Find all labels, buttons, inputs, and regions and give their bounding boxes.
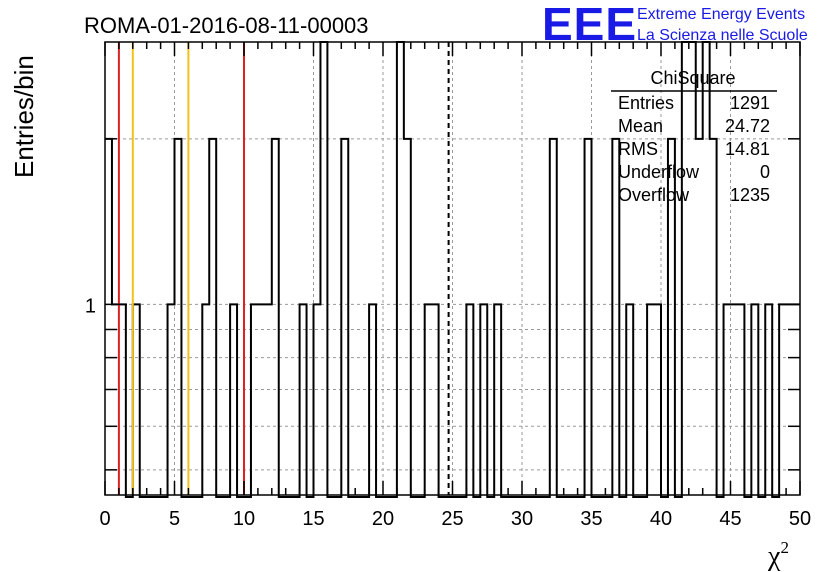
- histogram-bin: [230, 304, 237, 495]
- x-tick-label: 25: [441, 508, 463, 530]
- y-axis-label: Entries/bin: [9, 55, 39, 178]
- stats-box: ChiSquare Entries 1291 Mean 24.72 RMS 14.81 Un…: [611, 68, 777, 205]
- stats-label: Overflow: [618, 185, 690, 205]
- histogram-bin: [779, 304, 786, 495]
- stats-value: 14.81: [725, 139, 770, 159]
- histogram-bin: [710, 139, 717, 495]
- x-tick-labels: 0 5 10 15 20 25 30 35 40 45 50: [99, 508, 811, 530]
- stats-label: Mean: [618, 116, 663, 136]
- x-tick-label: 35: [580, 508, 602, 530]
- histogram-bin: [397, 42, 404, 495]
- histogram-bin: [494, 304, 501, 495]
- x-tick-label: 20: [372, 508, 394, 530]
- histogram-bin: [466, 304, 473, 495]
- histogram-bin: [209, 139, 216, 495]
- histogram-bin: [682, 42, 689, 495]
- histogram-bin: [105, 139, 112, 495]
- histogram-bin: [737, 304, 744, 495]
- stats-value: 24.72: [725, 116, 770, 136]
- histogram-bin: [432, 304, 439, 495]
- histogram-bin: [765, 304, 772, 495]
- grid-lines: [105, 42, 800, 495]
- histogram-bin: [425, 304, 432, 495]
- histogram-bin: [202, 304, 209, 495]
- histogram-bin: [112, 304, 119, 495]
- x-axis-label: χ2: [767, 538, 789, 572]
- histogram-bin: [696, 139, 703, 495]
- histogram-bin: [793, 304, 800, 495]
- eee-logo: EEE Extreme Energy Events La Scienza nel…: [542, 0, 808, 50]
- axis-ticks: [104, 42, 801, 495]
- histogram-bin: [550, 139, 557, 495]
- histogram-bin: [341, 139, 348, 495]
- chart-title: ROMA-01-2016-08-11-00003: [84, 13, 369, 38]
- histogram-bin: [265, 304, 272, 495]
- histogram-bin: [724, 304, 731, 495]
- x-tick-label: 15: [302, 508, 324, 530]
- logo-line-2: La Scienza nelle Scuole: [637, 27, 808, 44]
- stats-value: 0: [760, 162, 770, 182]
- stats-label: RMS: [618, 139, 658, 159]
- histogram-bin: [369, 304, 376, 495]
- histogram-bin: [168, 304, 175, 495]
- stats-box-rows: Entries 1291 Mean 24.72 RMS 14.81 Underflow 0 Ov…: [618, 93, 770, 205]
- histogram-bin: [300, 304, 307, 495]
- histogram-bin: [133, 304, 140, 495]
- x-tick-label: 30: [511, 508, 533, 530]
- histogram-bin: [404, 139, 411, 495]
- histogram-bin: [480, 304, 487, 495]
- y-tick-label: 1: [85, 295, 96, 317]
- histogram-bin: [654, 304, 661, 495]
- histogram-bin: [731, 304, 738, 495]
- histogram-bin: [251, 304, 258, 495]
- histogram-bin: [119, 304, 126, 495]
- histogram-bin: [320, 42, 327, 495]
- histogram-bin: [258, 304, 265, 495]
- logo-mark: EEE: [542, 0, 637, 50]
- x-tick-label: 0: [99, 508, 110, 530]
- stats-value: 1235: [730, 185, 770, 205]
- histogram-bin: [751, 304, 758, 495]
- histogram-bin: [689, 42, 696, 495]
- histogram-bin: [175, 139, 182, 495]
- x-tick-label: 45: [719, 508, 741, 530]
- histogram-bin: [626, 304, 633, 495]
- x-tick-label: 10: [233, 508, 255, 530]
- histogram-bin: [786, 304, 793, 495]
- x-axis-label-main: χ: [767, 541, 781, 572]
- histogram-bin: [314, 304, 321, 495]
- histogram-bin: [272, 139, 279, 495]
- x-tick-label: 50: [789, 508, 811, 530]
- histogram-bin: [647, 304, 654, 495]
- histogram-bin: [585, 139, 592, 495]
- stats-label: Underflow: [618, 162, 700, 182]
- marker-lines: [117, 42, 450, 495]
- stats-box-title: ChiSquare: [650, 68, 735, 88]
- x-tick-label: 5: [169, 508, 180, 530]
- histogram-bin: [703, 42, 710, 495]
- x-tick-label: 40: [650, 508, 672, 530]
- y-tick-labels: 1: [85, 295, 96, 317]
- stats-value: 1291: [730, 93, 770, 113]
- stats-label: Entries: [618, 93, 674, 113]
- x-axis-label-superscript: 2: [780, 538, 789, 557]
- logo-line-1: Extreme Energy Events: [637, 6, 805, 23]
